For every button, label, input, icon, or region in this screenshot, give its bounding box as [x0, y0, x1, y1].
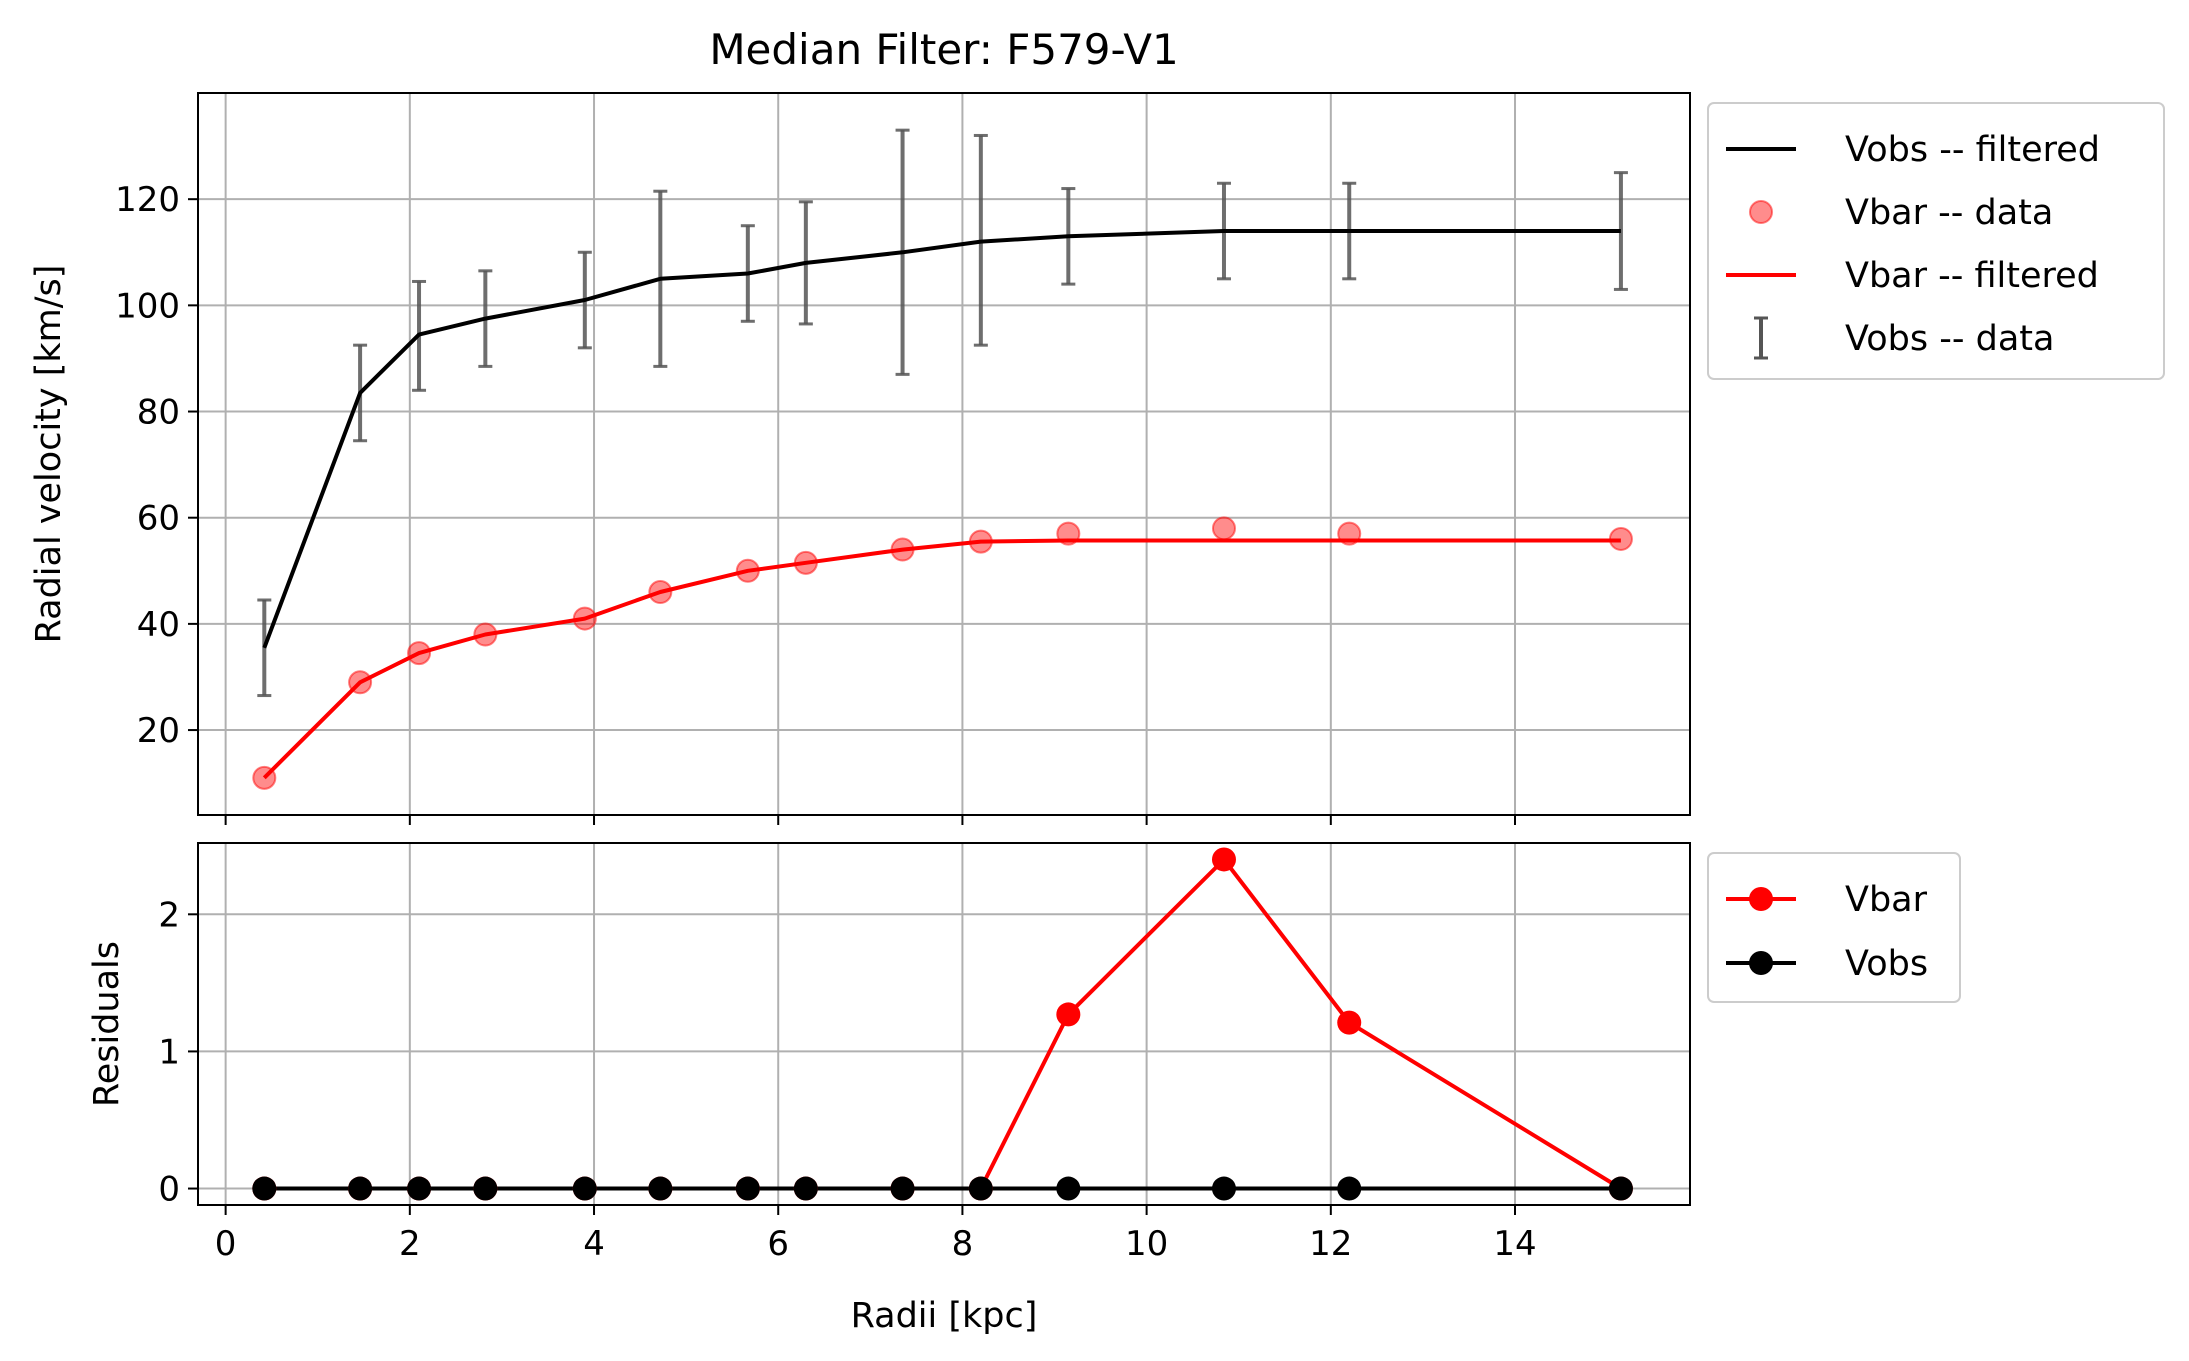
- y-tick-label: 60: [137, 499, 180, 539]
- y-axis-label: Radial velocity [km/s]: [29, 265, 69, 644]
- legend-label: Vbar: [1845, 880, 1928, 920]
- series-line-vbar: [264, 857, 1622, 1191]
- x-tick-label: 4: [583, 1224, 605, 1264]
- plot-frame: [197, 92, 1691, 816]
- y-tick-label: 80: [137, 393, 180, 433]
- x-tick-label: 6: [767, 1224, 789, 1264]
- legend-label: Vbar -- filtered: [1845, 256, 2099, 296]
- legend-handle-marker: [1749, 200, 1773, 224]
- legend-label: Vobs -- filtered: [1845, 130, 2100, 170]
- legend-label: Vobs -- data: [1845, 319, 2054, 359]
- y-tick-label: 0: [158, 1170, 180, 1210]
- series-line-vobs-filtered: [262, 229, 1621, 649]
- data-point-vobs: [1056, 1176, 1081, 1201]
- x-tick-label: 14: [1493, 1224, 1536, 1264]
- series-line-vbar-filtered: [262, 538, 1621, 780]
- data-point-vbar: [1056, 1002, 1081, 1027]
- data-point-vobs: [572, 1176, 597, 1201]
- plot-area: [264, 857, 1622, 1191]
- data-point-vobs: [1211, 1176, 1236, 1201]
- x-tick-label: 2: [399, 1224, 421, 1264]
- legend: Vbar Vobs: [1707, 852, 1961, 1003]
- data-point-vobs: [648, 1176, 673, 1201]
- legend-handle-marker: [1749, 887, 1773, 911]
- x-tick-label: 12: [1309, 1224, 1352, 1264]
- x-axis-label: Radii [kpc]: [851, 1296, 1038, 1336]
- data-point-vobs: [407, 1176, 432, 1201]
- plot-frame: [197, 842, 1691, 1206]
- x-tick-label: 8: [952, 1224, 974, 1264]
- y-tick-label: 2: [158, 895, 180, 935]
- data-point-vobs: [968, 1176, 993, 1201]
- legend-label: Vbar -- data: [1845, 193, 2053, 233]
- data-point-vobs: [1337, 1176, 1362, 1201]
- chart-title: Median Filter: F579-V1: [709, 25, 1178, 74]
- data-point-vobs: [348, 1176, 373, 1201]
- data-point-vobs: [1608, 1176, 1633, 1201]
- data-point-vbar: [1337, 1010, 1362, 1035]
- y-tick-label: 1: [158, 1032, 180, 1072]
- x-tick-label: 0: [215, 1224, 237, 1264]
- y-tick-label: 100: [115, 286, 180, 326]
- data-point-vobs: [252, 1176, 277, 1201]
- legend-handle-marker: [1749, 951, 1773, 975]
- data-point-vbar: [1211, 847, 1236, 872]
- y-tick-label: 120: [115, 180, 180, 220]
- plot-area: [252, 128, 1633, 790]
- x-tick-label: 10: [1125, 1224, 1168, 1264]
- data-point-vobs: [473, 1176, 498, 1201]
- y-axis-label: Residuals: [87, 941, 127, 1107]
- data-point-vobs: [793, 1176, 818, 1201]
- legend-box: [1707, 102, 2165, 380]
- legend: Vobs -- filtered Vbar -- data Vbar -- filt…: [1707, 102, 2165, 380]
- top-panel: 20 40 60 80 100 120 Median Filter: F579-V1 Radi…: [29, 25, 2165, 825]
- data-point-vobs: [735, 1176, 760, 1201]
- legend-label: Vobs: [1845, 944, 1928, 984]
- y-tick-label: 20: [137, 711, 180, 751]
- data-point-vbar-data: [1211, 516, 1236, 541]
- y-tick-label: 40: [137, 605, 180, 645]
- data-point-vobs: [890, 1176, 915, 1201]
